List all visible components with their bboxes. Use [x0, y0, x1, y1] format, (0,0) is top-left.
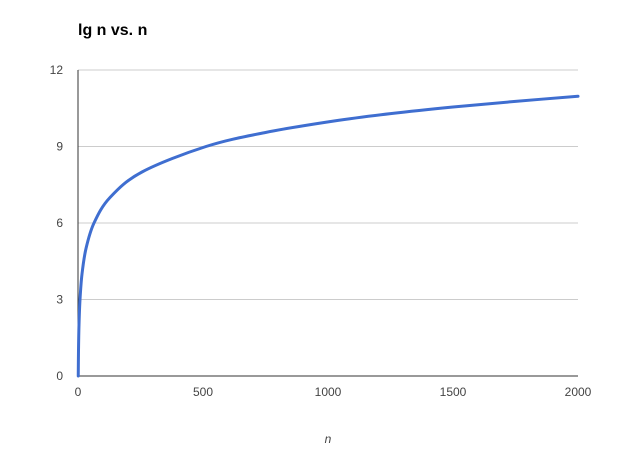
y-tick-label: 12 — [50, 63, 64, 77]
y-tick-label: 6 — [56, 216, 63, 230]
y-tick-label: 0 — [56, 369, 63, 383]
x-tick-label: 2000 — [565, 385, 592, 399]
label-layer: 0 3 6 9 12 0 500 1000 1500 2000 n — [50, 63, 592, 446]
grid-layer — [78, 69, 578, 300]
x-tick-label: 1500 — [440, 385, 467, 399]
series-line — [76, 94, 580, 378]
x-tick-label: 0 — [75, 385, 82, 399]
y-tick-label: 3 — [56, 293, 63, 307]
x-tick-label: 1000 — [315, 385, 342, 399]
x-axis-label: n — [325, 432, 332, 446]
series-layer — [76, 94, 580, 378]
y-tick-label: 9 — [56, 140, 63, 154]
chart-title: lg n vs. n — [78, 22, 148, 39]
x-tick-label: 500 — [193, 385, 213, 399]
